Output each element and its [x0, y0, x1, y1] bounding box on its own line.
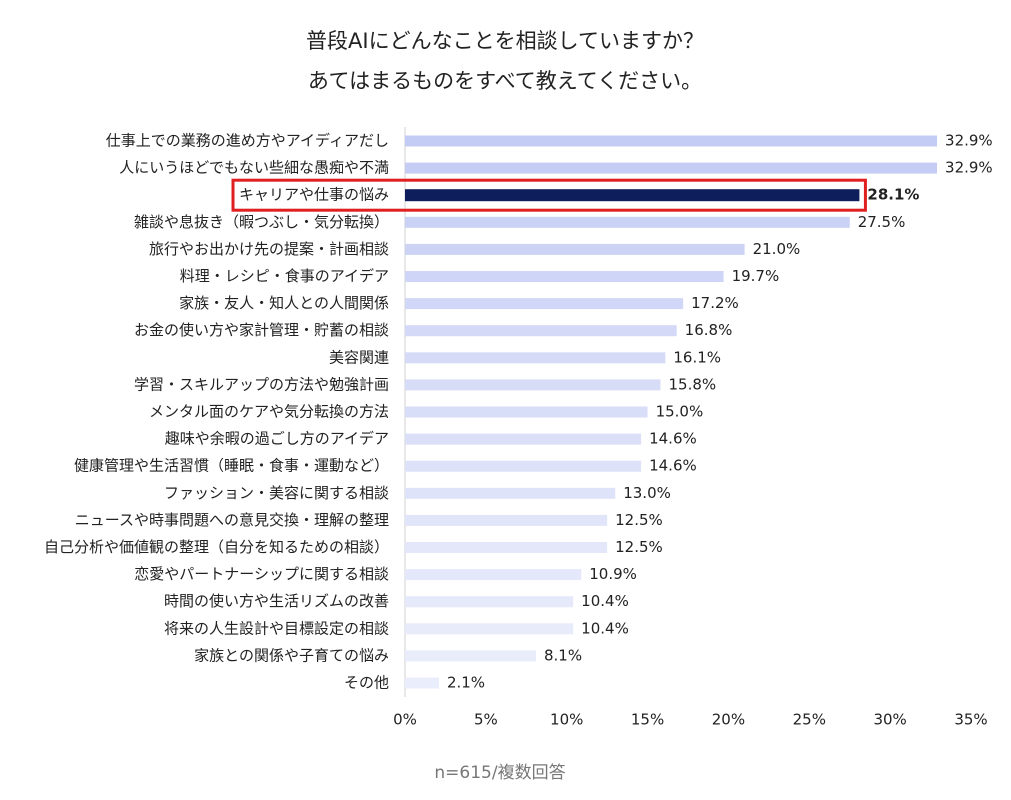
footnote: n=615/複数回答	[434, 763, 565, 783]
y-tick-label: 趣味や余暇の過ごし方のアイデア	[165, 430, 389, 448]
bar	[405, 216, 850, 228]
bar	[405, 677, 439, 689]
bar	[405, 243, 745, 255]
bar	[405, 596, 574, 608]
value-label: 19.7%	[732, 267, 780, 285]
y-tick-label: 美容関連	[329, 348, 389, 366]
bar	[405, 298, 684, 310]
value-label: 16.8%	[685, 321, 733, 339]
value-label: 17.2%	[691, 294, 739, 312]
value-label: 21.0%	[753, 240, 801, 258]
bar	[405, 406, 648, 418]
value-label: 14.6%	[649, 430, 697, 448]
y-tick-label: ニュースや時事問題への意見交換・理解の整理	[75, 511, 389, 529]
y-tick-label: 家族・友人・知人との人間関係	[179, 294, 389, 312]
bar	[405, 623, 574, 635]
value-label: 28.1%	[867, 186, 919, 204]
value-label: 8.1%	[544, 646, 582, 664]
bar	[405, 271, 724, 282]
y-tick-label: その他	[344, 674, 389, 692]
value-label: 10.4%	[581, 619, 629, 637]
bar	[405, 460, 642, 472]
x-tick-label: 25%	[793, 711, 826, 729]
value-label: 16.1%	[673, 348, 721, 366]
y-tick-label: 自己分析や価値観の整理（自分を知るための相談）	[44, 538, 389, 556]
y-tick-label: ファッション・美容に関する相談	[164, 484, 389, 502]
y-tick-label: お金の使い方や家計管理・貯蓄の相談	[134, 321, 389, 339]
x-tick-label: 10%	[550, 711, 583, 729]
value-label: 10.9%	[589, 565, 637, 583]
bar	[405, 569, 582, 581]
highlight-box	[231, 178, 867, 212]
x-tick-label: 5%	[474, 711, 498, 729]
x-tick-label: 35%	[954, 711, 987, 729]
value-label: 13.0%	[623, 484, 671, 502]
x-tick-label: 15%	[631, 711, 664, 729]
y-tick-label: 旅行やお出かけ先の提案・計画相談	[149, 240, 389, 258]
chart-title: 普段AIにどんなことを相談していますか？	[306, 29, 704, 53]
value-label: 32.9%	[945, 132, 993, 150]
bar	[405, 650, 536, 662]
bar	[405, 542, 608, 553]
bar	[405, 325, 677, 337]
y-tick-label: 学習・スキルアップの方法や勉強計画	[134, 375, 389, 393]
x-tick-label: 20%	[712, 711, 745, 729]
y-tick-label: キャリアや仕事の悩み	[239, 186, 389, 204]
value-label: 32.9%	[945, 159, 993, 177]
value-label: 14.6%	[649, 457, 697, 475]
bar	[405, 487, 616, 499]
bar	[405, 189, 860, 202]
bar	[405, 162, 938, 174]
bar	[405, 379, 661, 391]
y-tick-label: 将来の人生設計や目標設定の相談	[164, 619, 389, 637]
x-tick-label: 30%	[873, 711, 906, 729]
bar	[405, 433, 642, 445]
value-label: 12.5%	[615, 538, 663, 556]
bar	[405, 135, 938, 147]
value-label: 15.0%	[656, 403, 704, 421]
value-label: 15.8%	[669, 375, 717, 393]
bar	[405, 514, 608, 526]
value-label: 12.5%	[615, 511, 663, 529]
bar	[405, 352, 666, 364]
y-tick-label: 健康管理や生活習慣（睡眠・食事・運動など）	[74, 457, 389, 475]
y-tick-label: 恋愛やパートナーシップに関する相談	[134, 565, 389, 583]
y-tick-label: 時間の使い方や生活リズムの改善	[164, 592, 389, 610]
value-label: 27.5%	[858, 213, 906, 231]
y-tick-label: 家族との関係や子育ての悩み	[194, 646, 389, 664]
x-tick-label: 0%	[393, 711, 417, 729]
y-tick-label: 雑談や息抜き（暇つぶし・気分転換）	[134, 213, 389, 231]
value-label: 2.1%	[447, 674, 485, 692]
y-tick-label: 人にいうほどでもない些細な愚痴や不満	[119, 159, 389, 177]
y-tick-label: メンタル面のケアや気分転換の方法	[149, 403, 389, 421]
y-tick-label: 仕事上での業務の進め方やアイディアだし	[106, 132, 389, 150]
chart-subtitle: あてはまるものをすべて教えてください。	[308, 69, 702, 93]
value-label: 10.4%	[581, 592, 629, 610]
y-tick-label: 料理・レシピ・食事のアイデア	[180, 267, 389, 285]
